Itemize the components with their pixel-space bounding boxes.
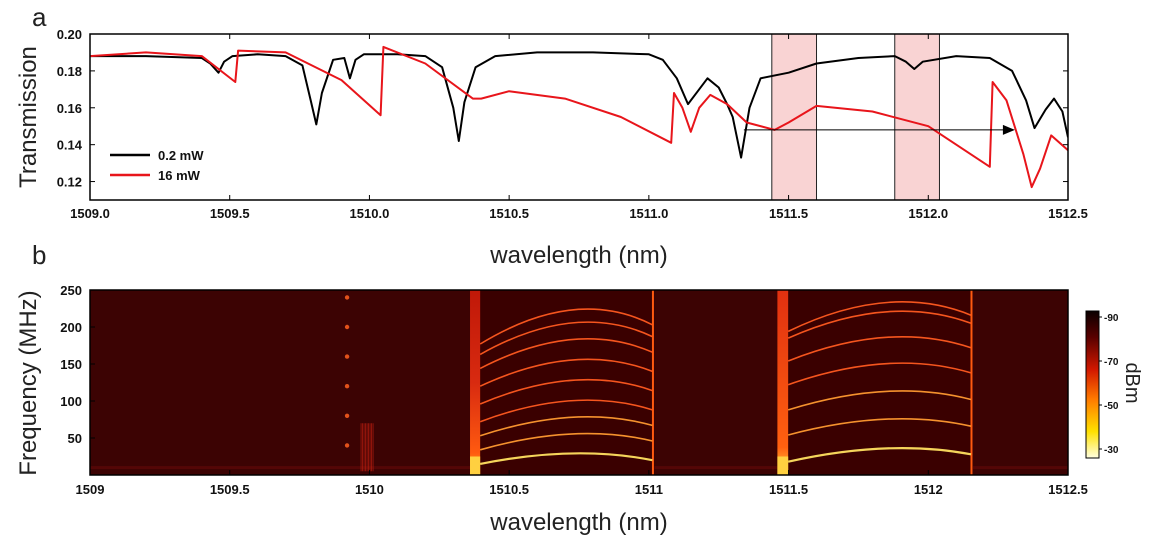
x-tick-label: 1512: [914, 482, 943, 497]
series-line-2: [90, 45, 1068, 189]
x-tick-label: 1511.5: [769, 482, 808, 497]
harmonic-arc: [479, 378, 653, 405]
x-tick-label: 1509.0: [70, 206, 110, 221]
y-tick-label: 0.18: [57, 64, 82, 79]
band-background: [777, 290, 973, 475]
y-tick-label: 0.16: [57, 101, 82, 116]
harmonic-arc: [479, 321, 653, 356]
harmonic-arc: [787, 362, 972, 386]
y-tick-label: 150: [60, 357, 82, 372]
harmonic-arc: [787, 301, 972, 333]
panel-a-x-axis-title: wavelength (nm): [489, 242, 667, 269]
harmonic-arc: [787, 310, 972, 339]
oscillation-band-3: [344, 295, 374, 472]
harmonic-point: [344, 384, 350, 389]
band-bright-core: [470, 456, 481, 475]
panel-b: 1509 1509.5 1510 1510.5 1511 1511.5 1512 1512.5…: [15, 283, 1143, 536]
harmonic-arc: [787, 418, 972, 436]
harmonic-point: [344, 354, 350, 359]
band-broadband-edge: [777, 290, 789, 475]
y-tick-label: 200: [60, 320, 82, 335]
annotation-arrow-head: [1002, 124, 1015, 135]
series-line-1: [90, 51, 1068, 159]
harmonic-arc: [787, 336, 972, 362]
highlight-region-1: [771, 34, 818, 200]
x-tick-label: 1510: [355, 482, 384, 497]
panel-b-label: b: [32, 240, 46, 270]
colorbar: [1085, 310, 1100, 459]
x-tick-label: 1509.5: [210, 206, 250, 221]
colorbar-tick-label: -30: [1104, 445, 1119, 456]
legend-label-2: 16 mW: [158, 168, 201, 183]
panel-a-frame: [89, 33, 1069, 201]
colorbar-tick-label: -50: [1104, 401, 1119, 412]
y-tick-label: 50: [68, 431, 82, 446]
x-tick-label: 1511.0: [629, 206, 668, 221]
oscillation-band-2: [777, 290, 973, 475]
harmonic-arc: [479, 399, 653, 423]
band-background: [470, 290, 655, 475]
harmonic-arc: [479, 338, 653, 370]
panel-b-y-axis-title: Frequency (MHz): [15, 290, 42, 475]
colorbar-tick-label: -90: [1104, 313, 1119, 324]
y-tick-label: 100: [60, 394, 82, 409]
x-tick-label: 1512.5: [1048, 482, 1088, 497]
harmonic-point: [344, 295, 350, 300]
y-tick-label: 0.14: [57, 138, 83, 153]
panel-a-y-axis-title: Transmission: [15, 46, 42, 188]
x-tick-label: 1509.5: [210, 482, 250, 497]
harmonic-arc: [479, 452, 653, 465]
y-tick-label: 0.12: [57, 175, 82, 190]
x-tick-label: 1510.5: [489, 482, 529, 497]
harmonic-arc: [787, 447, 972, 463]
panel-a-legend: 0.2 mW 16 mW: [110, 148, 204, 183]
y-tick-label: 0.20: [57, 27, 82, 42]
x-tick-label: 1509: [76, 482, 105, 497]
x-tick-label: 1511: [635, 482, 663, 497]
harmonic-arc: [479, 432, 653, 451]
harmonic-point: [344, 413, 350, 418]
oscillation-band-1: [470, 290, 655, 475]
band-broadband-edge: [470, 290, 481, 475]
legend-label-1: 0.2 mW: [158, 148, 204, 163]
harmonic-arc: [479, 416, 653, 437]
panel-b-frame: [89, 289, 1069, 476]
y-tick-label: 250: [60, 283, 82, 298]
panel-a: 1509.0 1509.5 1510.0 1510.5 1511.0 1511.5 1512…: [15, 27, 1088, 269]
harmonic-point: [344, 324, 350, 330]
x-tick-label: 1511.5: [769, 206, 808, 221]
colorbar-title: dBm: [1121, 362, 1143, 403]
x-tick-label: 1510.5: [489, 206, 529, 221]
harmonic-arc: [479, 358, 653, 387]
harmonic-arc: [787, 390, 972, 411]
band-bright-core: [777, 456, 789, 475]
harmonic-arc: [479, 308, 653, 345]
harmonic-point: [344, 443, 350, 448]
colorbar-tick-label: -70: [1104, 357, 1119, 368]
colorbar-ticks: -90 -70 -50 -30: [1099, 313, 1119, 456]
x-tick-label: 1510.0: [350, 206, 390, 221]
x-tick-label: 1512.5: [1048, 206, 1088, 221]
panel-a-label: a: [32, 2, 47, 32]
x-tick-label: 1512.0: [908, 206, 948, 221]
panel-b-x-axis-title: wavelength (nm): [489, 509, 667, 536]
